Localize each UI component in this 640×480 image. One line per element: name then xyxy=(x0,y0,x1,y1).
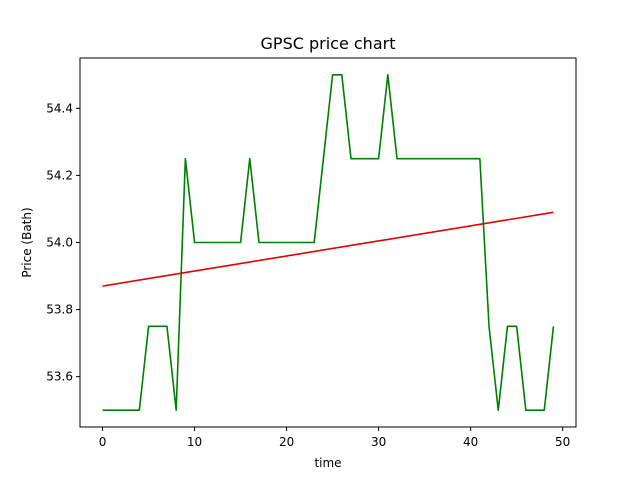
y-axis-label: Price (Bath) xyxy=(20,207,34,277)
y-tick-label: 53.6 xyxy=(46,370,73,384)
x-tick-label: 10 xyxy=(187,435,202,449)
x-tick-label: 0 xyxy=(99,435,107,449)
x-tick-label: 30 xyxy=(371,435,386,449)
x-tick-label: 40 xyxy=(463,435,478,449)
x-axis-label: time xyxy=(314,456,341,470)
y-tick-label: 54.0 xyxy=(46,236,73,250)
y-tick-label: 53.8 xyxy=(46,303,73,317)
x-tick-label: 50 xyxy=(555,435,570,449)
y-tick-label: 54.4 xyxy=(46,101,73,115)
y-tick-label: 54.2 xyxy=(46,168,73,182)
x-tick-label: 20 xyxy=(279,435,294,449)
chart-title: GPSC price chart xyxy=(261,34,396,53)
